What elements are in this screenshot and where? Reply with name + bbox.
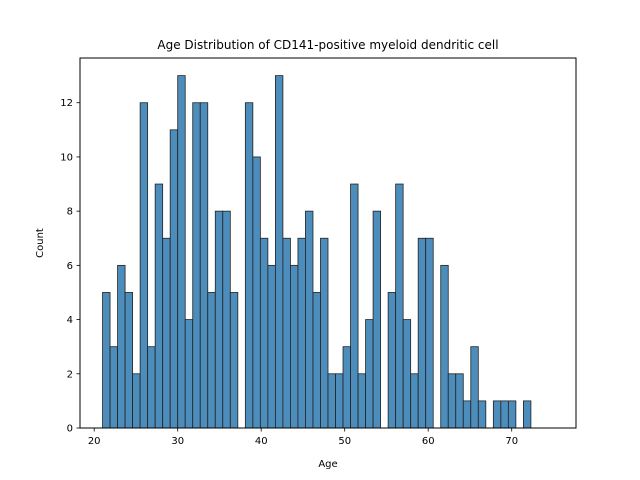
histogram-bar <box>365 319 374 429</box>
histogram-bar <box>282 237 291 429</box>
histogram-bar <box>462 400 472 429</box>
histogram-bar <box>169 129 179 429</box>
x-tick-label: 60 <box>422 436 435 447</box>
y-tick-label: 2 <box>67 369 73 380</box>
histogram-bar <box>372 210 382 429</box>
histogram-bar <box>447 373 457 429</box>
histogram-bar <box>357 373 366 429</box>
histogram-bar <box>387 292 397 429</box>
histogram-bar <box>297 237 306 429</box>
histogram-bar <box>342 346 351 429</box>
x-tick-label: 40 <box>255 436 268 447</box>
histogram-bar <box>290 264 299 429</box>
histogram-bar <box>132 373 141 429</box>
histogram-bar <box>500 400 509 429</box>
histogram-bar <box>455 373 464 429</box>
y-tick-label: 12 <box>60 98 73 109</box>
histogram-bar <box>470 346 479 429</box>
y-tick-label: 6 <box>67 261 73 272</box>
histogram-bar <box>320 237 329 429</box>
histogram-bar <box>274 75 284 429</box>
histogram-bar <box>477 400 487 429</box>
histogram-bar <box>184 319 194 429</box>
histogram-bar <box>507 400 517 429</box>
y-axis-ticks: 0 2 4 6 8 10 12 <box>60 98 80 435</box>
y-tick-label: 8 <box>67 207 73 218</box>
histogram-bar <box>199 102 209 429</box>
histogram-bar <box>417 237 427 429</box>
histogram-bar <box>244 102 254 429</box>
histogram-bar <box>252 156 261 429</box>
histogram-bar <box>207 292 216 429</box>
histogram-bar <box>402 319 412 429</box>
histogram-bar <box>222 210 231 429</box>
histogram-bar <box>177 75 186 429</box>
x-tick-label: 20 <box>88 436 101 447</box>
histogram-bar <box>154 183 164 429</box>
histogram-bar <box>312 292 321 429</box>
histogram-bar <box>267 264 276 429</box>
histogram-bar <box>395 183 404 429</box>
histogram-bar <box>305 210 314 429</box>
x-tick-label: 50 <box>338 436 351 447</box>
y-tick-label: 10 <box>60 152 73 163</box>
histogram-bar <box>102 292 111 429</box>
histogram-bar <box>259 237 269 429</box>
histogram-bar <box>124 292 134 429</box>
histogram-bar <box>117 264 126 429</box>
histogram-bar <box>522 400 532 429</box>
histogram-bar <box>192 102 201 429</box>
bars-group <box>102 75 532 429</box>
histogram-bar <box>162 237 171 429</box>
x-axis-label: Age <box>318 459 337 470</box>
histogram-bar <box>147 346 156 429</box>
histogram-bar <box>492 400 502 429</box>
histogram-bar <box>139 102 149 429</box>
histogram-bar <box>109 346 118 429</box>
y-tick-label: 4 <box>67 315 73 326</box>
histogram-bar <box>335 373 344 429</box>
y-axis-label: Count <box>35 228 46 258</box>
histogram-bar <box>327 373 336 429</box>
x-tick-label: 30 <box>171 436 184 447</box>
histogram-bar <box>440 264 449 429</box>
chart-title: Age Distribution of CD141-positive myelo… <box>157 38 498 52</box>
y-tick-label: 0 <box>67 424 73 435</box>
histogram-bar <box>410 373 419 429</box>
histogram-bar <box>425 237 434 429</box>
plot-frame <box>79 57 577 429</box>
x-axis-ticks: 20 30 40 50 60 70 <box>88 428 518 447</box>
histogram-bar <box>229 292 239 429</box>
histogram-bar <box>350 183 359 429</box>
histogram-bar <box>214 210 224 429</box>
x-tick-label: 70 <box>505 436 518 447</box>
